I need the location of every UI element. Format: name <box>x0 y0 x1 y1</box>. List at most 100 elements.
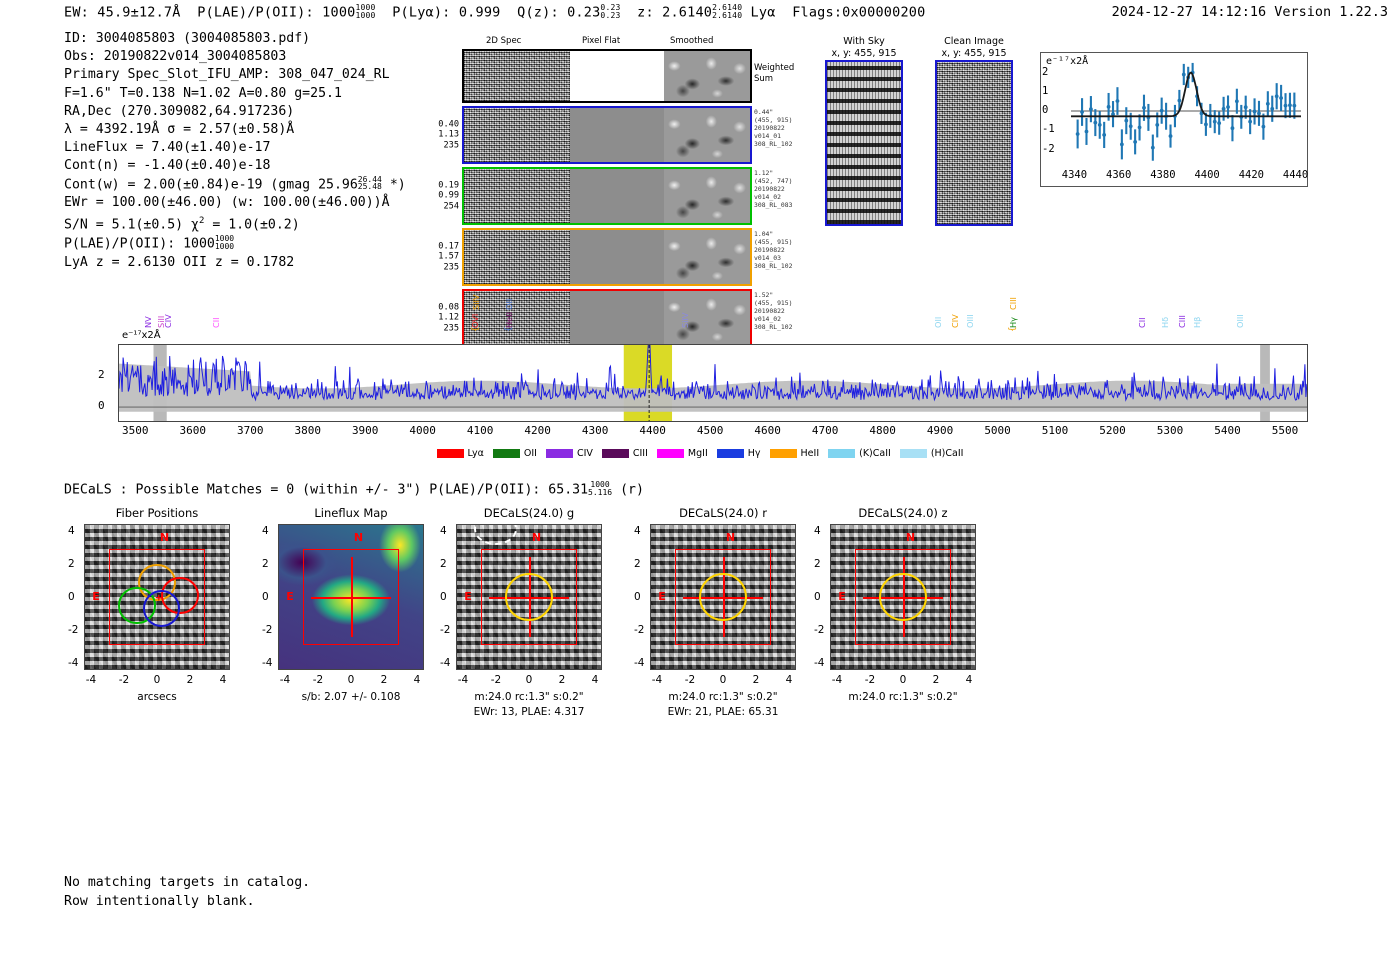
emission-line-label: Hγ <box>1007 316 1018 328</box>
inset-units-label: e⁻¹⁷x2Å <box>1046 56 1089 67</box>
legend-label: Lyα <box>467 448 484 459</box>
fiber-meta: 1.52" <box>754 291 774 299</box>
fiber-meta: v014_02 <box>754 315 781 323</box>
spectrum-xtick: 5300 <box>1156 424 1184 437</box>
info-sn-chi2: S/N = 5.1(±0.5) χ2 = 1.0(±0.2) <box>64 212 406 235</box>
compass-north-label: N <box>353 530 364 544</box>
spectrum-xtick: 4200 <box>524 424 551 437</box>
cutout-xtick: -4 <box>831 674 843 686</box>
cutout-xtick: -2 <box>490 674 502 686</box>
spectrum-xtick: 3500 <box>121 424 149 437</box>
cutout-caption: EWr: 13, PLAE: 4.317 <box>473 706 585 718</box>
fiber-stat: 1.12 <box>438 312 459 323</box>
cutout-panel[interactable]: DECaLS(24.0) z N E -4 -2 0 2 4 4 2 0 -2 -4 m:24.0 rc:… <box>814 506 976 703</box>
spectrum-xtick: 4700 <box>811 424 839 437</box>
header-z: z: 2.6140 <box>637 4 713 21</box>
spec2d-column-titles: 2D Spec Pixel Flat Smoothed <box>462 36 752 49</box>
legend-swatch <box>436 449 464 458</box>
legend-item: (H)CaII <box>899 448 963 459</box>
cutout-panel[interactable]: DECaLS(24.0) g N E -4 -2 0 2 4 4 2 0 -2 -4 m:24.0 rc:… <box>440 506 602 718</box>
fiber-meta: 308_RL_102 <box>754 140 793 148</box>
fiber-left-stats: 0.40 1.13 235 <box>438 119 464 150</box>
center-marker: + <box>155 591 163 605</box>
cleanimage-stamp: Clean Image x, y: 455, 915 <box>928 36 1020 226</box>
inset-ytick: 1 <box>1042 84 1049 97</box>
legend-item: CIII <box>601 448 648 459</box>
cutout-xtick: 2 <box>558 674 566 686</box>
spectrum-xtick: 4400 <box>639 424 666 437</box>
cutout-ytick: 0 <box>634 591 641 603</box>
withsky-title-group: With Sky x, y: 455, 915 <box>822 36 906 60</box>
cutout-xtick: 2 <box>932 674 940 686</box>
header-flags: Flags:0x00000200 <box>792 4 926 21</box>
emission-line-label: OVI <box>470 313 481 328</box>
fiber-stat: 1.57 <box>438 251 459 262</box>
line-profile-svg <box>1071 62 1301 161</box>
fiber-circle[interactable] <box>142 589 181 628</box>
info-plae: P(LAE)/P(OII): 1000 1000 1000 <box>64 235 406 254</box>
aperture-circle <box>878 572 928 622</box>
weighted-sum-label: Weighted Sum <box>750 63 794 85</box>
fiber-pixelflat <box>569 230 665 284</box>
compass-east-label: E <box>658 589 666 603</box>
cutout-panel[interactable]: Fiber Positions N E + -4 -2 0 2 4 4 2 0 -2 -4 arcsecs <box>68 506 230 703</box>
fiber-2dspec <box>464 169 570 223</box>
fiber-right-meta: 1.52" (455, 915) 20190822 v014_02 308_RL_102 <box>750 291 792 331</box>
spectrum-xtick: 3800 <box>294 424 321 437</box>
legend-swatch <box>545 449 573 458</box>
inset-ytick: 2 <box>1042 65 1049 78</box>
info-primary-spec: Primary Spec_Slot_IFU_AMP: 308_047_024_R… <box>64 67 390 83</box>
cutout-ytick: 2 <box>814 558 821 570</box>
cutout-ytick: 2 <box>440 558 447 570</box>
cutout-ytick: -2 <box>634 624 645 636</box>
legend-item: Lyα <box>436 448 484 459</box>
cutout-xtick: 2 <box>752 674 760 686</box>
inset-xtick: 4380 <box>1150 169 1176 181</box>
cutout-ytick: 4 <box>634 525 641 537</box>
fiber-pixelflat <box>569 108 665 162</box>
cutout-ytick: 4 <box>68 525 75 537</box>
cutout-ytick: 4 <box>440 525 447 537</box>
fiber-meta: 20190822 <box>754 185 785 193</box>
fiber-meta: 20190822 <box>754 124 785 132</box>
fiber-stat: 0.40 <box>438 119 459 130</box>
legend-item: Hγ <box>716 448 761 459</box>
cutout-xtick: 4 <box>413 674 421 686</box>
fiber-smoothed <box>664 230 750 284</box>
cutout-caption: m:24.0 rc:1.3" s:0.2" <box>474 691 584 703</box>
emission-line-label: CII <box>1137 317 1148 328</box>
cutout-caption: EWr: 21, PLAE: 65.31 <box>667 706 779 718</box>
legend-swatch <box>716 449 744 458</box>
cutout-panel[interactable]: DECaLS(24.0) r N E -4 -2 0 2 4 4 2 0 -2 -4 m:24.0 rc:… <box>634 506 796 718</box>
withsky-stamp: With Sky x, y: 455, 915 <box>822 36 906 226</box>
cutout-title: Lineflux Map <box>314 506 388 520</box>
legend-swatch <box>601 449 629 458</box>
cutout-ytick: -2 <box>814 624 825 636</box>
cutout-ytick: -2 <box>262 624 273 636</box>
cutout-panel[interactable]: Lineflux Map N E -4 -2 0 2 4 4 2 0 -2 -4 s/b: 2.07 +/… <box>262 506 424 703</box>
compass-east-label: E <box>838 589 846 603</box>
compass-north-label: N <box>159 530 170 544</box>
header-z-line: Lyα <box>750 4 776 21</box>
fiber-stat: 0.17 <box>438 241 459 252</box>
inset-xtick: 4360 <box>1105 169 1132 181</box>
weighted-sum-2dspec <box>464 51 570 101</box>
header-qz: Q(z): 0.23 <box>517 4 601 21</box>
cutout-image[interactable]: N E + <box>84 524 230 670</box>
weighted-sum-label-1: Weighted <box>754 63 795 73</box>
emission-line-label: OIII <box>1234 314 1245 328</box>
legend-item: OII <box>492 448 537 459</box>
spectrum-xtick: 5100 <box>1041 424 1069 437</box>
full-spectrum-panel: SiIV{OII{CIII{NV{SiII{CIV{CII{OVI{HeII{S… <box>90 268 1308 453</box>
legend-item: CIV <box>545 448 593 459</box>
full-spectrum-svg <box>119 345 1307 421</box>
info-lambda-sigma: λ = 4392.19Å σ = 2.57(±0.58)Å <box>64 122 295 138</box>
inset-xtick: 4400 <box>1194 169 1220 181</box>
legend-label: MgII <box>687 448 708 459</box>
info-plae-range: 1000 1000 <box>214 234 235 251</box>
fiber-right-meta: 1.04" (455, 915) 20190822 v014_03 308_RL_102 <box>750 230 792 270</box>
